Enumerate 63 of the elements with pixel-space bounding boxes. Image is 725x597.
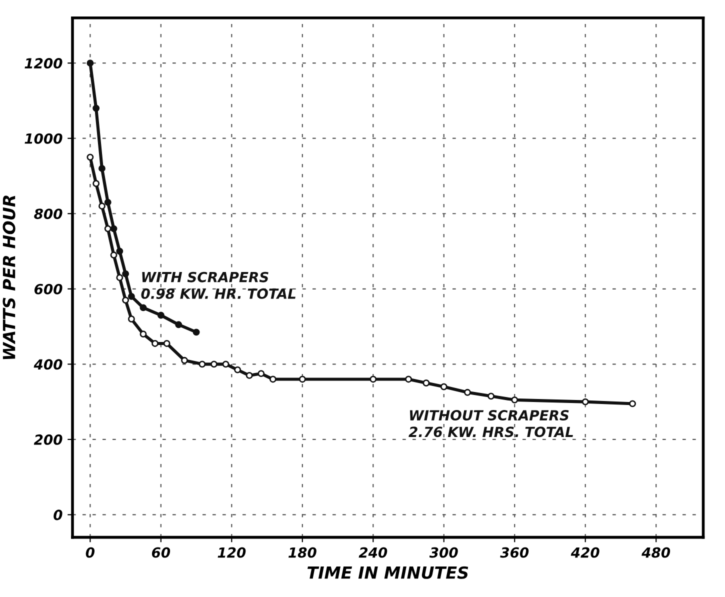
point [422, 380, 430, 386]
point [86, 154, 94, 161]
point [116, 248, 124, 255]
point [163, 340, 170, 347]
point [269, 376, 276, 383]
y-tick-label: 600 [34, 284, 62, 294]
point [140, 330, 147, 338]
point [98, 202, 106, 210]
annotation: 2.76 KW. HRS. TOTAL [408, 426, 573, 438]
x-tick-label: 420 [570, 547, 600, 558]
point [222, 360, 230, 368]
x-tick-label: 60 [152, 547, 170, 558]
point [92, 180, 100, 187]
point [582, 398, 589, 406]
y-tick-label: 800 [34, 208, 62, 220]
point [258, 370, 265, 378]
series-label: WITHOUT SCRAPERS [410, 410, 569, 421]
point [511, 396, 518, 404]
point [629, 400, 636, 408]
x-axis-title: TIME IN MINUTES [308, 566, 468, 579]
point [370, 376, 377, 383]
x-tick-label: 480 [642, 547, 670, 558]
point [175, 321, 182, 328]
annotation: 0.98 KW. HR. TOTAL [141, 288, 296, 299]
point [181, 356, 188, 364]
point [440, 383, 448, 390]
point [128, 316, 135, 322]
series-label: WITH SCRAPERS [142, 272, 268, 282]
point [110, 252, 118, 258]
x-tick-label: 360 [500, 547, 529, 558]
y-tick-label: 1000 [24, 133, 62, 144]
x-tick-label: 180 [288, 547, 316, 558]
x-tick-label: 0 [86, 547, 95, 558]
point [86, 60, 94, 67]
point [98, 164, 106, 172]
point [246, 372, 253, 379]
x-tick-label: 120 [218, 547, 246, 558]
point [128, 292, 135, 300]
point [104, 198, 112, 206]
point [122, 270, 130, 278]
point [488, 392, 495, 400]
point [210, 360, 218, 368]
y-tick-label: 200 [34, 434, 62, 445]
point [198, 360, 206, 368]
point [405, 376, 412, 383]
point [298, 376, 306, 383]
point [464, 388, 471, 396]
y-tick-label: 400 [34, 359, 62, 370]
point [116, 274, 124, 282]
point [157, 312, 164, 319]
y-tick-label: 1200 [24, 58, 62, 69]
point [122, 296, 130, 304]
point [192, 328, 200, 336]
point [234, 366, 242, 374]
x-tick-label: 240 [358, 547, 388, 558]
point [104, 225, 112, 232]
y-tick-label: 0 [54, 510, 62, 520]
point [110, 225, 118, 232]
point [152, 340, 158, 347]
point [140, 304, 147, 312]
y-axis-title: WATTS PER HOUR [2, 196, 16, 360]
x-tick-label: 300 [429, 547, 458, 558]
point [92, 104, 100, 112]
